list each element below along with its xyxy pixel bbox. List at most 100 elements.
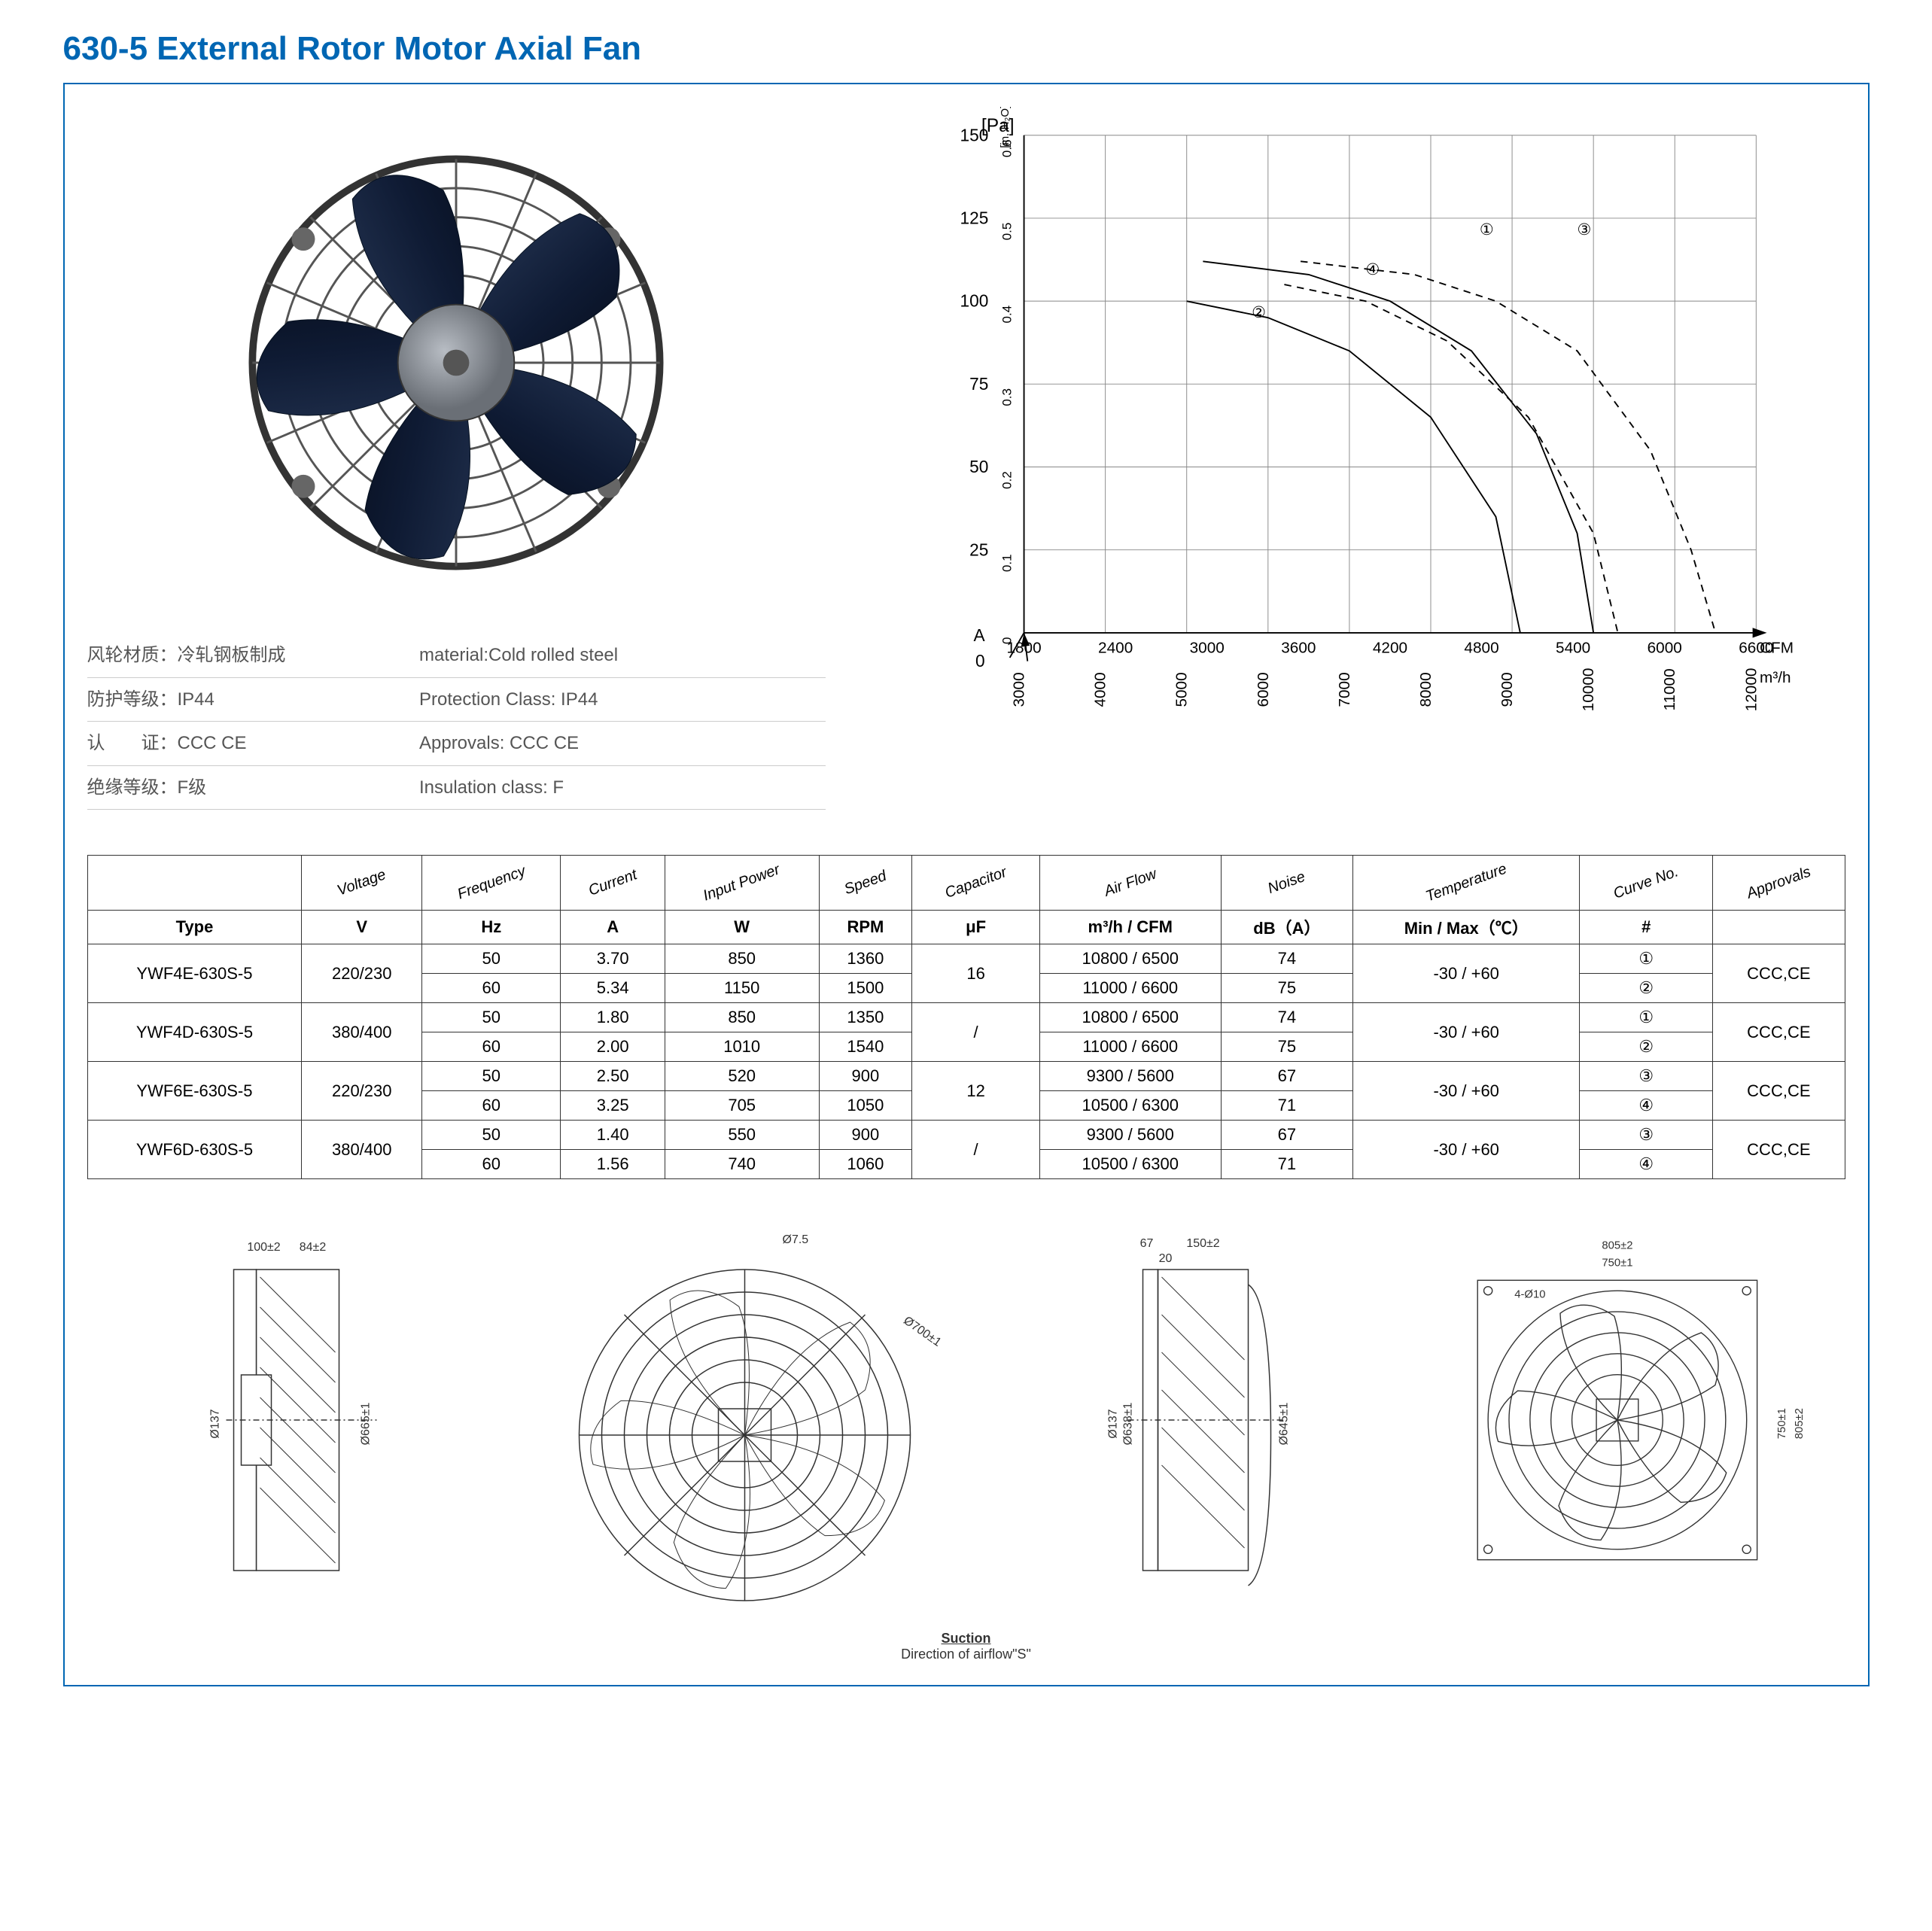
spec-row: 认 证：CCC CEApprovals: CCC CE <box>87 722 826 766</box>
cell: 60 <box>422 974 561 1003</box>
spec-lines: 风轮材质：冷轧钢板制成material:Cold rolled steel防护等… <box>87 634 826 810</box>
cell: -30 / +60 <box>1353 944 1580 1003</box>
dim-label: Ø645±1 <box>1277 1403 1290 1446</box>
cell: -30 / +60 <box>1353 1121 1580 1179</box>
cell: 67 <box>1221 1062 1353 1091</box>
cell: 71 <box>1221 1150 1353 1179</box>
col-header: Speed <box>819 856 912 911</box>
svg-text:7000: 7000 <box>1336 672 1353 707</box>
cell: 1060 <box>819 1150 912 1179</box>
col-unit: # <box>1580 911 1713 944</box>
svg-text:④: ④ <box>1365 261 1380 278</box>
cell: 74 <box>1221 944 1353 974</box>
col-header: Voltage <box>302 856 422 911</box>
drawing-front-guard: Ø7.5 Ø700±1 <box>531 1224 959 1616</box>
product-column: 风轮材质：冷轧钢板制成material:Cold rolled steel防护等… <box>87 107 826 810</box>
svg-text:9000: 9000 <box>1498 672 1516 707</box>
spec-en: Insulation class: F <box>419 771 826 805</box>
cell: 3.25 <box>561 1091 665 1121</box>
svg-text:5000: 5000 <box>1173 672 1190 707</box>
cell: 10800 / 6500 <box>1039 1003 1221 1032</box>
cell: ② <box>1580 1032 1713 1062</box>
dim-label: 67 <box>1139 1237 1153 1250</box>
cell: 1050 <box>819 1091 912 1121</box>
cell: 16 <box>912 944 1040 1003</box>
cell: 67 <box>1221 1121 1353 1150</box>
table-row: YWF6D-630S-5380/400501.40550900/9300 / 5… <box>87 1121 1845 1150</box>
chart-column: A025507510012515000.10.20.30.40.50.6[Pa]… <box>871 107 1845 810</box>
cell: 850 <box>665 1003 819 1032</box>
col-unit: μF <box>912 911 1040 944</box>
cell: 9300 / 5600 <box>1039 1121 1221 1150</box>
svg-text:3000: 3000 <box>1189 639 1224 656</box>
cell: 1150 <box>665 974 819 1003</box>
spec-en: material:Cold rolled steel <box>419 638 826 673</box>
drawing-square-plate: 805±2 750±1 4-Ø10 750±1 805±2 <box>1417 1224 1845 1616</box>
cell: 75 <box>1221 1032 1353 1062</box>
col-unit: m³/h / CFM <box>1039 911 1221 944</box>
spec-row: 风轮材质：冷轧钢板制成material:Cold rolled steel <box>87 634 826 678</box>
cell: 2.50 <box>561 1062 665 1091</box>
cell: 520 <box>665 1062 819 1091</box>
caption-line2: Direction of airflow"S" <box>87 1647 1845 1662</box>
drawing-side: 100±2 84±2 Ø137 Ø665±1 <box>87 1224 516 1616</box>
cell: ④ <box>1580 1150 1713 1179</box>
svg-text:4800: 4800 <box>1464 639 1498 656</box>
col-unit: W <box>665 911 819 944</box>
cell: -30 / +60 <box>1353 1062 1580 1121</box>
svg-text:CFM: CFM <box>1760 639 1794 656</box>
svg-text:0: 0 <box>975 651 985 671</box>
cell: YWF4E-630S-5 <box>87 944 302 1003</box>
cell: 740 <box>665 1150 819 1179</box>
cell: 74 <box>1221 1003 1353 1032</box>
spec-en: Protection Class: IP44 <box>419 683 826 717</box>
col-header: Current <box>561 856 665 911</box>
svg-text:10000: 10000 <box>1580 668 1597 712</box>
dim-label: 150±2 <box>1186 1237 1219 1250</box>
cell: 1500 <box>819 974 912 1003</box>
spec-row: 绝缘等级：F级Insulation class: F <box>87 766 826 810</box>
spec-table: VoltageFrequencyCurrentInput PowerSpeedC… <box>87 855 1845 1179</box>
col-header: Input Power <box>665 856 819 911</box>
svg-text:0.1: 0.1 <box>999 554 1014 572</box>
cell: 75 <box>1221 974 1353 1003</box>
cell: 11000 / 6600 <box>1039 974 1221 1003</box>
cell: 900 <box>819 1121 912 1150</box>
cell: 10500 / 6300 <box>1039 1150 1221 1179</box>
dim-label: Ø137 <box>208 1409 221 1439</box>
svg-text:12000: 12000 <box>1742 668 1760 712</box>
cell: CCC,CE <box>1713 944 1845 1003</box>
cell: 12 <box>912 1062 1040 1121</box>
cell: 11000 / 6600 <box>1039 1032 1221 1062</box>
cell: 900 <box>819 1062 912 1091</box>
spec-en: Approvals: CCC CE <box>419 726 826 761</box>
cell: CCC,CE <box>1713 1062 1845 1121</box>
cell: / <box>912 1003 1040 1062</box>
dim-label: 805±2 <box>1794 1408 1806 1439</box>
cell: / <box>912 1121 1040 1179</box>
svg-text:100: 100 <box>960 291 988 311</box>
col-unit <box>1713 911 1845 944</box>
cell: 50 <box>422 944 561 974</box>
col-header: Temperature <box>1353 856 1580 911</box>
col-unit: A <box>561 911 665 944</box>
page: 630-5 External Rotor Motor Axial Fan <box>63 30 1870 1686</box>
svg-text:6000: 6000 <box>1254 672 1271 707</box>
cell: 60 <box>422 1091 561 1121</box>
dim-label: Ø638±1 <box>1121 1403 1134 1446</box>
cell: YWF6E-630S-5 <box>87 1062 302 1121</box>
svg-text:③: ③ <box>1577 221 1591 239</box>
cell: 50 <box>422 1062 561 1091</box>
dim-label: Ø665±1 <box>359 1403 372 1446</box>
cell: 1360 <box>819 944 912 974</box>
spec-cn: 风轮材质：冷轧钢板制成 <box>87 638 419 673</box>
svg-text:5400: 5400 <box>1556 639 1590 656</box>
svg-text:11000: 11000 <box>1661 668 1678 710</box>
svg-text:6000: 6000 <box>1647 639 1681 656</box>
performance-chart: A025507510012515000.10.20.30.40.50.6[Pa]… <box>871 107 1845 747</box>
spec-row: 防护等级：IP44Protection Class: IP44 <box>87 678 826 722</box>
dim-label: 750±1 <box>1775 1408 1787 1439</box>
svg-text:25: 25 <box>969 540 988 559</box>
cell: 3.70 <box>561 944 665 974</box>
svg-text:2400: 2400 <box>1098 639 1133 656</box>
